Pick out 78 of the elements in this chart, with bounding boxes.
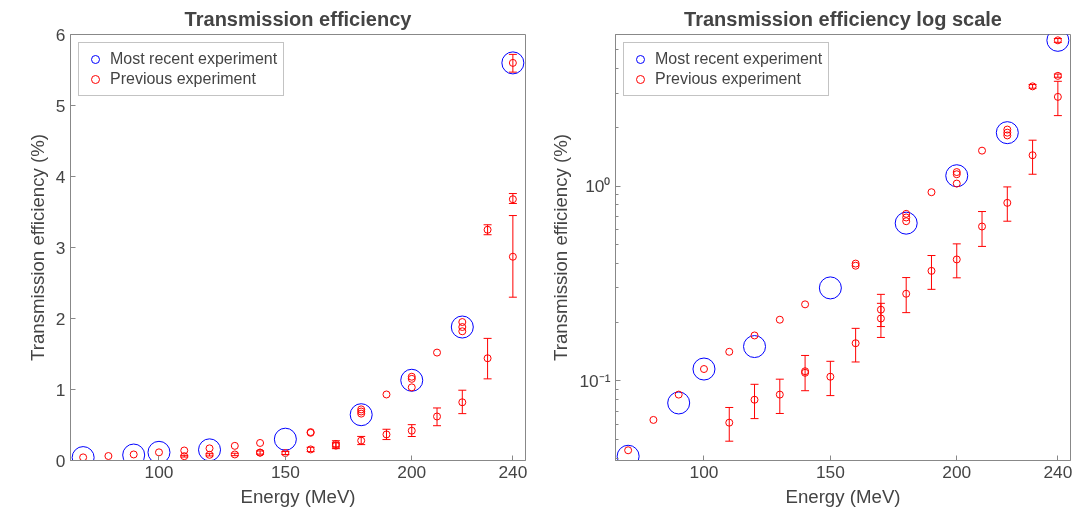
point <box>458 398 467 407</box>
point <box>801 300 810 309</box>
point <box>952 255 961 264</box>
point <box>750 395 759 404</box>
y-tick-label: 0 <box>55 450 66 471</box>
y-axis-title: Transmission efficiency (%) <box>26 133 48 362</box>
point <box>826 372 835 381</box>
point <box>995 121 1019 145</box>
y-tick-label: 3 <box>55 237 66 258</box>
x-tick-label: 200 <box>942 461 972 482</box>
point <box>400 368 424 392</box>
x-tick-label: 200 <box>397 461 427 482</box>
point <box>775 390 784 399</box>
point <box>818 276 842 300</box>
point <box>952 179 961 188</box>
point <box>1003 198 1012 207</box>
point <box>927 188 936 197</box>
x-tick-label: 150 <box>815 461 845 482</box>
point <box>894 211 918 235</box>
point <box>725 418 734 427</box>
chart-title: Transmission efficiency <box>184 7 413 30</box>
point <box>876 305 885 314</box>
point <box>205 450 214 459</box>
point <box>674 390 683 399</box>
point <box>273 427 297 451</box>
chart-title: Transmission efficiency log scale <box>684 7 1002 30</box>
legend-label: Most recent experiment <box>655 50 823 68</box>
x-tick-label: 100 <box>144 461 174 482</box>
y-tick-label: 4 <box>55 166 66 187</box>
point <box>433 348 442 357</box>
x-tick-label: 240 <box>498 461 528 482</box>
x-tick-label: 150 <box>270 461 300 482</box>
point <box>198 438 222 461</box>
x-axis-title: Energy (MeV) <box>240 485 356 507</box>
point <box>104 452 113 461</box>
point <box>978 222 987 231</box>
point <box>180 452 189 461</box>
y-tick-label: 5 <box>55 95 66 116</box>
x-tick-label: 100 <box>689 461 719 482</box>
point <box>851 339 860 348</box>
y-tick-label: 10⁻¹ <box>579 370 611 391</box>
point <box>775 315 784 324</box>
point <box>902 209 911 218</box>
point <box>483 354 492 363</box>
point <box>902 213 911 222</box>
point <box>508 252 517 261</box>
x-axis-title: Energy (MeV) <box>785 485 901 507</box>
point <box>501 51 525 75</box>
point <box>407 383 416 392</box>
legend-label: Previous experiment <box>655 70 801 88</box>
point <box>649 415 658 424</box>
point <box>692 357 716 381</box>
point <box>230 441 239 450</box>
point <box>256 438 265 447</box>
y-axis-title: Transmission efficiency (%) <box>550 133 572 362</box>
y-tick-label: 2 <box>55 308 66 329</box>
point <box>876 314 885 323</box>
legend-label: Previous experiment <box>110 70 256 88</box>
point <box>927 266 936 275</box>
point <box>750 331 759 340</box>
x-tick-label: 240 <box>1043 461 1073 482</box>
point <box>743 335 767 359</box>
point <box>382 390 391 399</box>
y-tick-label: 10⁰ <box>585 176 611 197</box>
point <box>1028 151 1037 160</box>
y-tick-label: 1 <box>55 379 66 400</box>
point <box>450 315 474 339</box>
y-tick-label: 6 <box>55 24 66 45</box>
point <box>433 412 442 421</box>
point <box>147 440 171 461</box>
point <box>945 164 969 188</box>
point <box>902 289 911 298</box>
point <box>725 347 734 356</box>
point <box>1053 92 1062 101</box>
legend-label: Most recent experiment <box>110 50 278 68</box>
point <box>349 403 373 427</box>
point <box>667 391 691 415</box>
point <box>978 146 987 155</box>
